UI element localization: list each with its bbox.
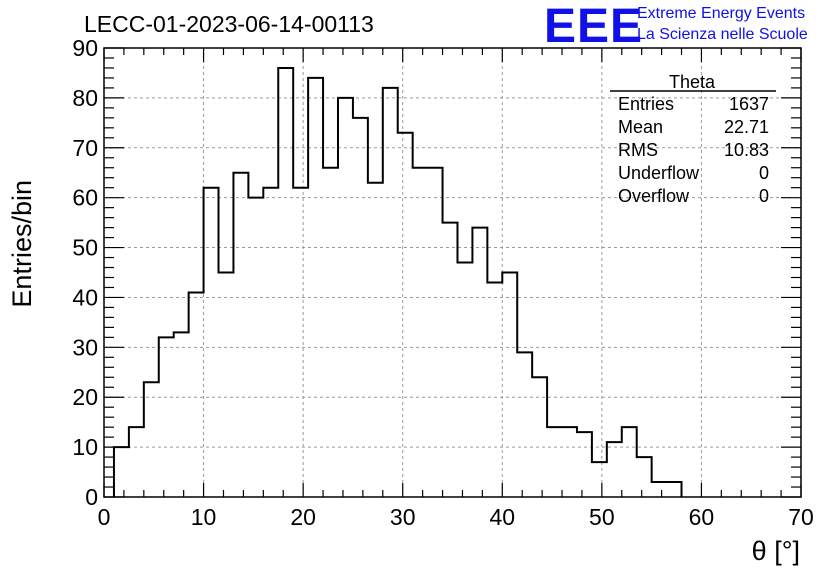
y-axis-title: Entries/bin [7, 180, 37, 308]
logo-line-1: Extreme Energy Events [637, 5, 805, 22]
stats-box: Theta Entries 1637 Mean 22.71 RMS 10.83 Underf… [610, 72, 776, 206]
y-tick-label: 80 [72, 85, 98, 111]
eee-logo: EEE [544, 0, 643, 53]
x-tick-labels: 0 10 20 30 40 50 60 70 [98, 504, 814, 530]
y-tick-label: 90 [72, 35, 98, 61]
stats-value: 22.71 [724, 117, 769, 137]
run-title: LECC-01-2023-06-14-00113 [84, 11, 374, 37]
y-tick-label: 10 [72, 434, 98, 460]
x-tick-label: 30 [390, 504, 416, 530]
logo-line-2: La Scienza nelle Scuole [637, 26, 808, 43]
x-axis-title: θ [°] [752, 536, 800, 566]
stats-label: Entries [618, 94, 674, 114]
stats-label: Overflow [618, 186, 690, 206]
x-tick-label: 50 [589, 504, 615, 530]
x-tick-label: 60 [689, 504, 715, 530]
stats-value: 0 [759, 163, 769, 183]
histogram-outline [112, 66, 683, 497]
plot-frame [103, 47, 802, 498]
stats-value: 0 [759, 186, 769, 206]
x-tick-label: 0 [98, 504, 111, 530]
y-tick-labels: 0 10 20 30 40 50 60 70 80 90 [72, 35, 98, 510]
stats-label: Mean [618, 117, 663, 137]
y-tick-label: 0 [85, 484, 98, 510]
tick-layer [103, 47, 802, 498]
y-tick-label: 70 [72, 135, 98, 161]
y-tick-label: 50 [72, 235, 98, 261]
stats-title: Theta [669, 72, 716, 92]
x-tick-label: 40 [489, 504, 515, 530]
stats-label: RMS [618, 140, 658, 160]
x-tick-label: 10 [191, 504, 217, 530]
y-tick-label: 60 [72, 185, 98, 211]
x-tick-label: 70 [788, 504, 814, 530]
stats-value: 1637 [729, 94, 769, 114]
stats-label: Underflow [618, 163, 700, 183]
x-tick-label: 20 [290, 504, 316, 530]
y-tick-label: 40 [72, 284, 98, 310]
stats-rows: Entries 1637 Mean 22.71 RMS 10.83 Underflow 0 Ov… [618, 94, 769, 206]
y-tick-label: 20 [72, 384, 98, 410]
grid-layer [104, 48, 801, 497]
y-tick-label: 30 [72, 334, 98, 360]
stats-value: 10.83 [724, 140, 769, 160]
